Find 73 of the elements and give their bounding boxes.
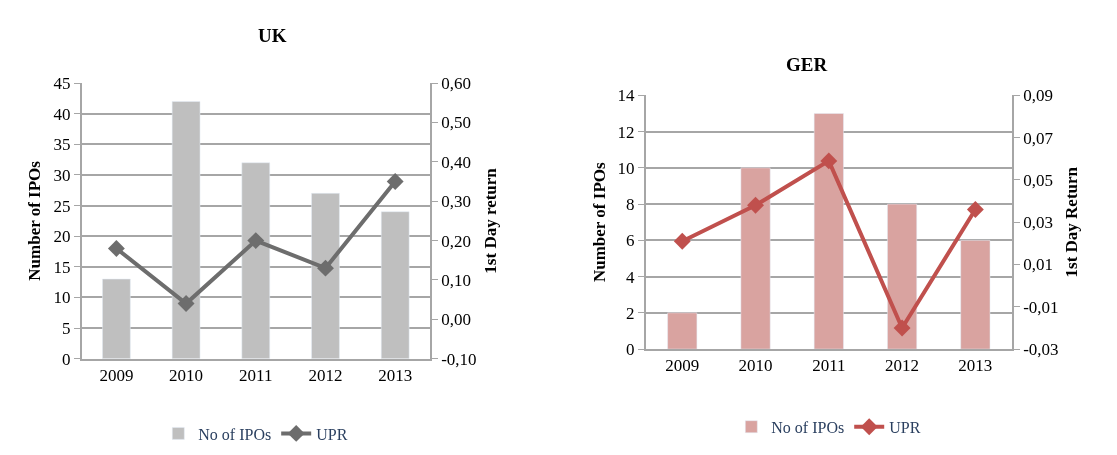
- legend-label: UPR: [889, 418, 921, 436]
- y2-tick-label: 0,01: [1023, 255, 1053, 275]
- x-tick-label: 2010: [738, 356, 773, 376]
- y-axis-title: Number of IPOs: [589, 162, 609, 283]
- x-tick-label: 2013: [958, 356, 993, 376]
- y-tick-label: 5: [61, 319, 71, 339]
- y2-tick-label: 0,07: [1023, 128, 1054, 148]
- point: [107, 240, 125, 257]
- y2-axis-title: 1st Day Return: [1062, 166, 1082, 278]
- x-tick-label: 2012: [885, 356, 920, 376]
- x-tick-label: 2011: [239, 365, 273, 385]
- x-tick-label: 2013: [378, 365, 413, 385]
- y2-tick-label: 0,30: [441, 192, 471, 212]
- y2-tick-label: 0,00: [441, 310, 471, 330]
- bar: [813, 113, 844, 350]
- y-tick-label: 12: [617, 122, 635, 142]
- legend-label: No of IPOs: [198, 425, 272, 443]
- y-tick-label: 10: [53, 288, 71, 308]
- x-tick-label: 2012: [308, 365, 343, 385]
- y-tick-label: 8: [625, 195, 635, 215]
- y2-tick-label: -0,01: [1023, 297, 1059, 317]
- bar: [667, 312, 698, 350]
- point: [317, 259, 334, 277]
- y2-tick-label: 0,20: [441, 231, 471, 251]
- y-tick-label: 14: [617, 86, 635, 106]
- y2-tick-label: -0,10: [441, 349, 477, 369]
- y2-tick-label: 0,60: [441, 74, 471, 94]
- bar: [102, 278, 131, 359]
- point: [893, 319, 911, 337]
- x-tick-label: 2009: [665, 356, 700, 376]
- y2-tick-label: -0,03: [1023, 340, 1059, 360]
- y-tick-label: 20: [53, 227, 71, 247]
- point: [247, 232, 265, 250]
- bar: [241, 162, 270, 359]
- point: [820, 152, 838, 170]
- point: [966, 201, 984, 218]
- y2-axis-title: 1st Day return: [480, 167, 500, 274]
- x-tick-label: 2010: [169, 365, 204, 385]
- y2-tick-label: 0,40: [441, 152, 471, 172]
- y2-tick-label: 0,50: [441, 113, 471, 133]
- bar: [887, 203, 917, 350]
- y-tick-label: 30: [53, 165, 71, 185]
- point: [177, 295, 195, 313]
- y-tick-label: 25: [53, 196, 71, 216]
- y-tick-label: 6: [625, 231, 635, 251]
- x-tick-label: 2009: [99, 365, 134, 385]
- chart-title: UK: [258, 25, 287, 46]
- y-tick-label: 4: [625, 267, 635, 287]
- y2-tick-label: 0,03: [1023, 213, 1053, 233]
- point: [747, 196, 764, 214]
- y-tick-label: 35: [53, 135, 71, 155]
- y2-tick-label: 0,05: [1023, 170, 1053, 190]
- y-tick-label: 2: [625, 303, 635, 323]
- bar: [381, 211, 410, 359]
- y-tick-label: 40: [53, 104, 71, 124]
- legend-label: UPR: [316, 425, 348, 443]
- y-tick-label: 10: [617, 158, 635, 178]
- y-tick-label: 0: [625, 340, 635, 360]
- bar: [311, 193, 340, 359]
- legend-label: No of IPOs: [771, 418, 845, 436]
- bar: [171, 101, 201, 359]
- x-tick-label: 2011: [812, 356, 846, 376]
- point: [673, 232, 691, 250]
- chart-title: GER: [786, 54, 828, 75]
- y-tick-label: 0: [61, 349, 71, 369]
- point: [386, 173, 404, 190]
- y-tick-label: 45: [53, 74, 71, 94]
- bar: [960, 240, 991, 350]
- y-tick-label: 15: [53, 257, 71, 277]
- y2-tick-label: 0,10: [441, 270, 471, 290]
- y2-tick-label: 0,09: [1023, 86, 1053, 106]
- bar: [740, 167, 771, 350]
- y-axis-title: Number of IPOs: [25, 160, 45, 281]
